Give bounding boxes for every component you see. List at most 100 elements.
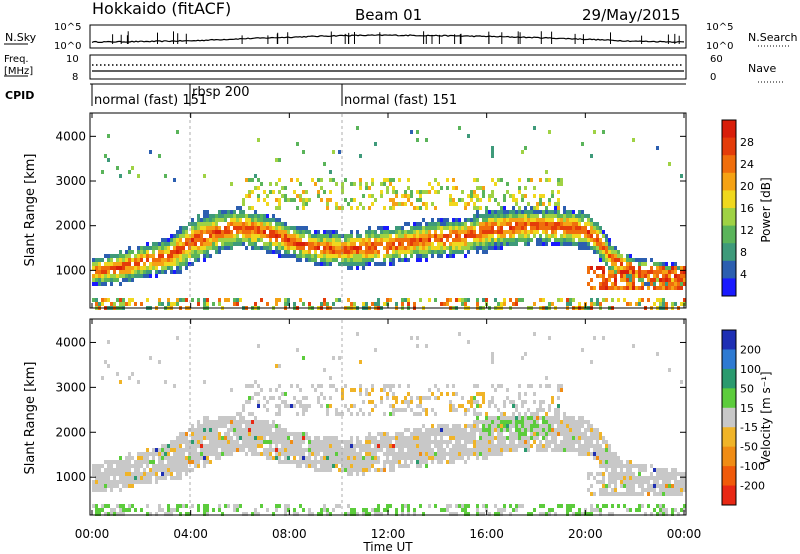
velocity-cell (503, 508, 506, 512)
power-cell (287, 226, 290, 230)
velocity-cell (524, 416, 527, 420)
velocity-cell (332, 452, 335, 456)
velocity-cell (629, 480, 632, 484)
velocity-cell (215, 448, 218, 452)
velocity-cell (134, 480, 137, 484)
velocity-cell (461, 396, 464, 400)
velocity-cell (365, 512, 368, 516)
power-cell (680, 286, 683, 290)
velocity-cell (317, 512, 320, 516)
velocity-cell (209, 428, 212, 432)
power-cell (419, 238, 422, 242)
velocity-cell (485, 436, 488, 440)
power-cell (185, 254, 188, 258)
power-cell (500, 222, 503, 226)
power-cell (545, 206, 548, 210)
velocity-cell (464, 440, 467, 444)
velocity-cell (380, 396, 383, 400)
velocity-cell (446, 504, 449, 508)
power-cell (317, 246, 320, 250)
velocity-cell (362, 508, 365, 512)
velocity-cell (365, 456, 368, 460)
velocity-cell (131, 484, 134, 488)
power-cell (530, 178, 533, 182)
velocity-cell (311, 512, 314, 516)
velocity-cell (119, 508, 122, 512)
power-cell (527, 238, 530, 242)
velocity-cell (197, 424, 200, 428)
power-cell (170, 242, 173, 246)
velocity-cell (560, 432, 563, 436)
power-cell (185, 298, 188, 302)
velocity-cell (419, 396, 422, 400)
power-cell (326, 206, 329, 210)
velocity-cell (680, 476, 683, 480)
power-cell (521, 198, 524, 202)
velocity-cell (629, 468, 632, 472)
velocity-cell (209, 420, 212, 424)
power-cell (437, 190, 440, 194)
power-cell (458, 298, 461, 302)
power-cell (263, 218, 266, 222)
power-cell (404, 250, 407, 254)
velocity-cell (581, 436, 584, 440)
velocity-cell (320, 456, 323, 460)
power-cell (365, 230, 368, 234)
power-cell (593, 222, 596, 226)
power-cell (113, 302, 116, 306)
velocity-cell (464, 408, 467, 412)
power-cell (545, 210, 548, 214)
velocity-cell (587, 512, 590, 516)
velocity-cell (239, 504, 242, 508)
velocity-cell (671, 488, 674, 492)
power-cell (272, 230, 275, 234)
velocity-cell (515, 404, 518, 408)
power-cell (203, 218, 206, 222)
power-cell (464, 230, 467, 234)
power-cell (215, 218, 218, 222)
velocity-cell (512, 412, 515, 416)
velocity-cell (410, 396, 413, 400)
power-cell (584, 242, 587, 246)
power-cell (563, 238, 566, 242)
velocity-cell (515, 420, 518, 424)
velocity-cell (422, 424, 425, 428)
power-cell (446, 226, 449, 230)
velocity-cell (419, 440, 422, 444)
power-cell (509, 238, 512, 242)
power-cell (341, 190, 344, 194)
velocity-cell (314, 444, 317, 448)
velocity-cell (329, 464, 332, 468)
power-cell (347, 254, 350, 258)
velocity-cell (233, 416, 236, 420)
velocity-cell (140, 472, 143, 476)
velocity-cell (542, 400, 545, 404)
velocity-cell (116, 472, 119, 476)
velocity-cell (362, 448, 365, 452)
power-cell (542, 222, 545, 226)
power-cell (320, 250, 323, 254)
velocity-cell (212, 440, 215, 444)
power-cell (371, 230, 374, 234)
power-cell (404, 202, 407, 206)
power-cell (509, 242, 512, 246)
velocity-cell (173, 448, 176, 452)
power-cell (497, 226, 500, 230)
power-cell (248, 242, 251, 246)
power-cell (428, 230, 431, 234)
power-cell (503, 218, 506, 222)
velocity-cell (113, 484, 116, 488)
velocity-cell (449, 436, 452, 440)
power-cell (449, 226, 452, 230)
power-cell (248, 190, 251, 194)
velocity-cell (581, 416, 584, 420)
velocity-cell (395, 396, 398, 400)
power-cell (407, 178, 410, 182)
power-cell (551, 210, 554, 214)
velocity-cell (287, 436, 290, 440)
velocity-cell (368, 444, 371, 448)
velocity-cell (197, 508, 200, 512)
velocity-cell (380, 400, 383, 404)
velocity-cell (617, 476, 620, 480)
power-cell (212, 222, 215, 226)
